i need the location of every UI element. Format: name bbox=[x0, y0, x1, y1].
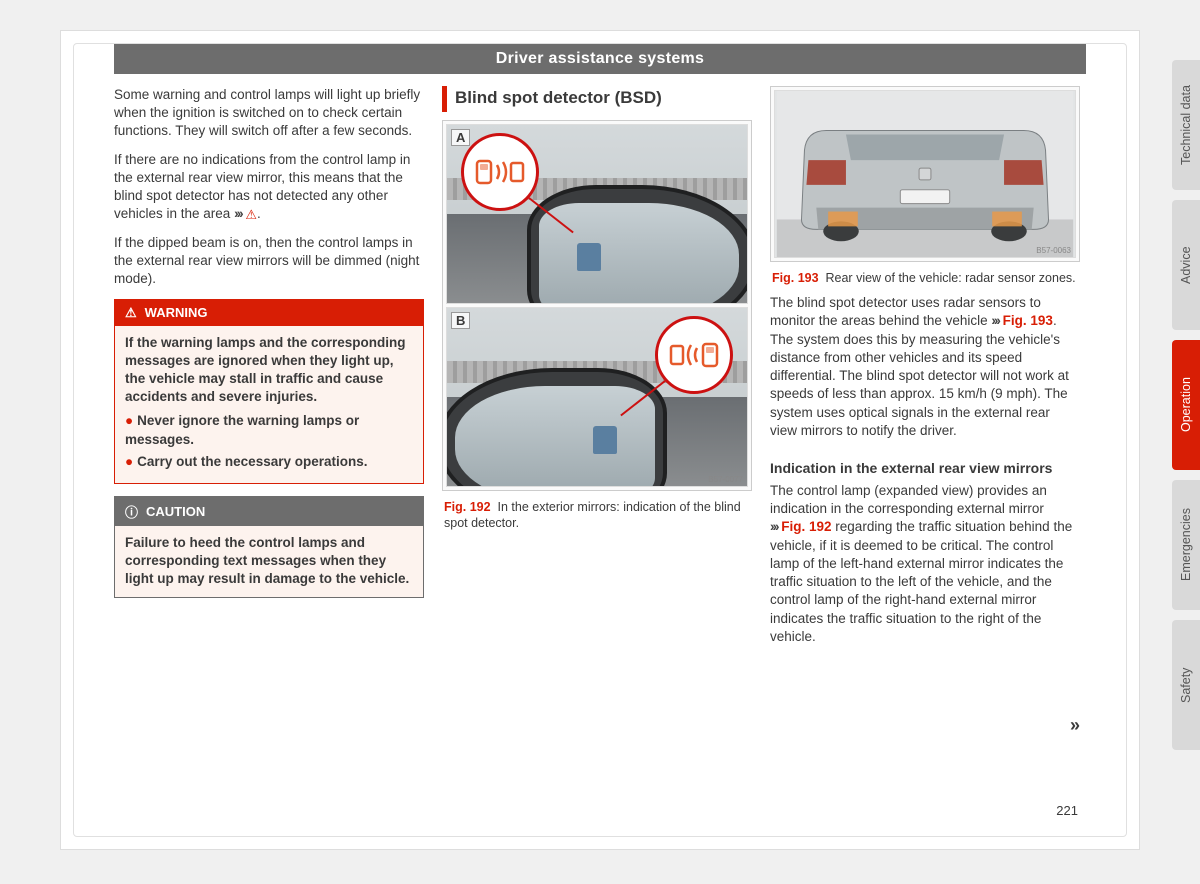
warning-b1-text: Never ignore the warning lamps or messag… bbox=[125, 413, 359, 446]
reference-chevrons: ››› bbox=[770, 519, 778, 534]
bsd-symbol-a bbox=[475, 157, 525, 187]
car-rear-svg bbox=[775, 91, 1075, 257]
c3p1-pre: The blind spot detector uses radar senso… bbox=[770, 295, 1041, 328]
reference-chevrons: ››› bbox=[234, 206, 242, 221]
page-number: 221 bbox=[1056, 803, 1078, 818]
figure-193-inner: B57-0063 bbox=[774, 90, 1076, 258]
continuation-mark: » bbox=[1070, 715, 1080, 736]
tab-emergencies[interactable]: Emergencies bbox=[1172, 480, 1200, 610]
side-tabs: Technical data Advice Operation Emergenc… bbox=[1172, 60, 1200, 750]
bsd-heading: Blind spot detector (BSD) bbox=[442, 86, 752, 112]
caution-label: CAUTION bbox=[146, 504, 205, 519]
indication-subheading: Indication in the external rear view mir… bbox=[770, 460, 1080, 476]
warning-b2-text: Carry out the necessary operations. bbox=[137, 454, 367, 469]
caution-body: Failure to heed the control lamps and co… bbox=[115, 526, 423, 597]
fig-193-ref-inline: Fig. 193 bbox=[1003, 313, 1053, 328]
column-2: Blind spot detector (BSD) A bbox=[442, 86, 752, 656]
figure-192: A bbox=[442, 120, 752, 491]
c3p2-pre: The control lamp (expanded view) provide… bbox=[770, 483, 1047, 516]
fig-192-ref-inline: Fig. 192 bbox=[781, 519, 831, 534]
tab-advice[interactable]: Advice bbox=[1172, 200, 1200, 330]
warning-bullets: ●Never ignore the warning lamps or messa… bbox=[125, 412, 413, 471]
tab-operation[interactable]: Operation bbox=[1172, 340, 1200, 470]
warning-box: ⚠ WARNING If the warning lamps and the c… bbox=[114, 299, 424, 485]
page-outer: Driver assistance systems Some warning a… bbox=[60, 30, 1140, 850]
c3p1-post: . The system does this by measuring the … bbox=[770, 313, 1069, 437]
bullet-icon: ● bbox=[125, 454, 133, 469]
figure-193: B57-0063 bbox=[770, 86, 1080, 262]
figure-193-caption: Fig. 193 Rear view of the vehicle: radar… bbox=[772, 270, 1078, 286]
column-1: Some warning and control lamps will ligh… bbox=[114, 86, 424, 656]
para2-text: If there are no indications from the con… bbox=[114, 152, 410, 222]
figure-192-panel-a: A bbox=[446, 124, 748, 304]
reflected-car-b bbox=[593, 426, 617, 454]
panel-label-b: B bbox=[451, 312, 470, 329]
col3-para-1: The blind spot detector uses radar senso… bbox=[770, 294, 1080, 440]
intro-para-2: If there are no indications from the con… bbox=[114, 151, 424, 224]
fig-ref-a: B57-0077 bbox=[708, 475, 743, 484]
bsd-symbol-b bbox=[669, 340, 719, 370]
mirror-glass-a bbox=[539, 203, 739, 304]
bullet-icon: ● bbox=[125, 413, 133, 428]
callout-bubble-a bbox=[461, 133, 539, 211]
tab-safety[interactable]: Safety bbox=[1172, 620, 1200, 750]
warning-label: WARNING bbox=[145, 305, 208, 320]
warning-header: ⚠ WARNING bbox=[115, 300, 423, 326]
col3-para-2: The control lamp (expanded view) provide… bbox=[770, 482, 1080, 646]
reference-chevrons: ››› bbox=[991, 313, 999, 328]
warning-icon: ⚠ bbox=[125, 305, 137, 321]
figure-192-caption: Fig. 192 In the exterior mirrors: indica… bbox=[444, 499, 750, 532]
column-container: Some warning and control lamps will ligh… bbox=[74, 86, 1126, 656]
warning-body: If the warning lamps and the correspondi… bbox=[115, 326, 423, 484]
tab-technical-data[interactable]: Technical data bbox=[1172, 60, 1200, 190]
fig-ref-b: B57-0063 bbox=[1036, 246, 1071, 255]
caution-box: ⓘ CAUTION Failure to heed the control la… bbox=[114, 496, 424, 598]
fig-193-number: Fig. 193 bbox=[772, 271, 819, 285]
intro-para-3: If the dipped beam is on, then the contr… bbox=[114, 234, 424, 289]
panel-label-a: A bbox=[451, 129, 470, 146]
warning-triangle-icon: ⚠ bbox=[245, 206, 257, 224]
callout-bubble-b bbox=[655, 316, 733, 394]
page-inner: Driver assistance systems Some warning a… bbox=[73, 43, 1127, 837]
fig-192-number: Fig. 192 bbox=[444, 500, 491, 514]
warning-bullet-1: ●Never ignore the warning lamps or messa… bbox=[125, 412, 413, 448]
reflected-car-a bbox=[577, 243, 601, 271]
warning-text: If the warning lamps and the correspondi… bbox=[125, 334, 413, 407]
intro-para-1: Some warning and control lamps will ligh… bbox=[114, 86, 424, 141]
column-3: B57-0063 Fig. 193 Rear view of the vehic… bbox=[770, 86, 1080, 656]
fig-193-caption-text: Rear view of the vehicle: radar sensor z… bbox=[826, 271, 1076, 285]
section-header: Driver assistance systems bbox=[114, 44, 1086, 74]
mirror-glass-b bbox=[455, 386, 655, 487]
warning-bullet-2: ● Carry out the necessary operations. bbox=[125, 453, 413, 471]
caution-header: ⓘ CAUTION bbox=[115, 497, 423, 526]
c3p2-post: regarding the traffic situation behind t… bbox=[770, 519, 1072, 643]
figure-192-panel-b: B bbox=[446, 307, 748, 487]
caution-icon: ⓘ bbox=[125, 502, 138, 521]
